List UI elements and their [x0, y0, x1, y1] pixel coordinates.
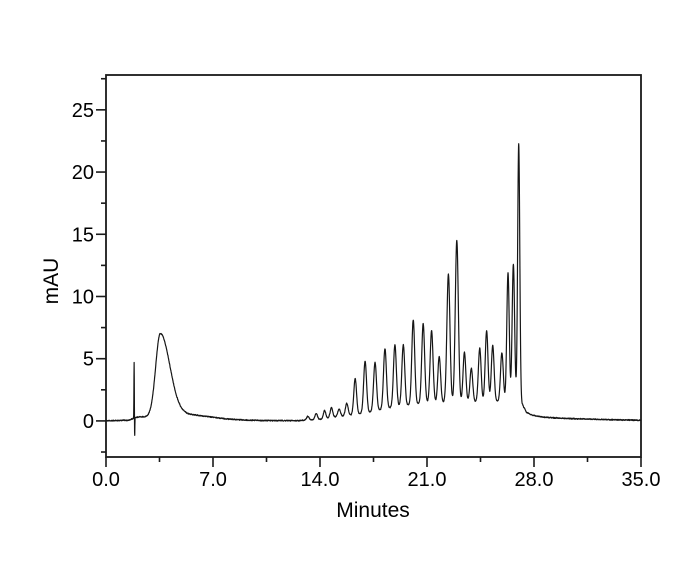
- x-tick-label: 7.0: [199, 469, 227, 491]
- chromatogram-trace: [105, 143, 642, 436]
- y-tick-label: 20: [72, 162, 94, 184]
- x-tick-label: 28.0: [515, 469, 554, 491]
- plot-frame: [105, 74, 642, 458]
- y-axis-title: mAU: [40, 258, 63, 305]
- y-tick-label: 5: [83, 349, 94, 371]
- x-tick-label: 35.0: [622, 469, 661, 491]
- y-tick-label: 10: [72, 286, 94, 308]
- axis-tick-labels: 0.0 7.0 14.0 21.0 28.0 35.0 0 5 10 15 20 25: [72, 100, 661, 491]
- axis-ticks: [96, 77, 642, 467]
- y-tick-label: 15: [72, 224, 94, 246]
- x-tick-label: 21.0: [408, 469, 447, 491]
- y-tick-label: 25: [72, 100, 94, 122]
- x-tick-label: 14.0: [301, 469, 340, 491]
- x-tick-label: 0.0: [92, 469, 120, 491]
- x-axis-title: Minutes: [336, 499, 410, 522]
- y-tick-label: 0: [83, 411, 94, 433]
